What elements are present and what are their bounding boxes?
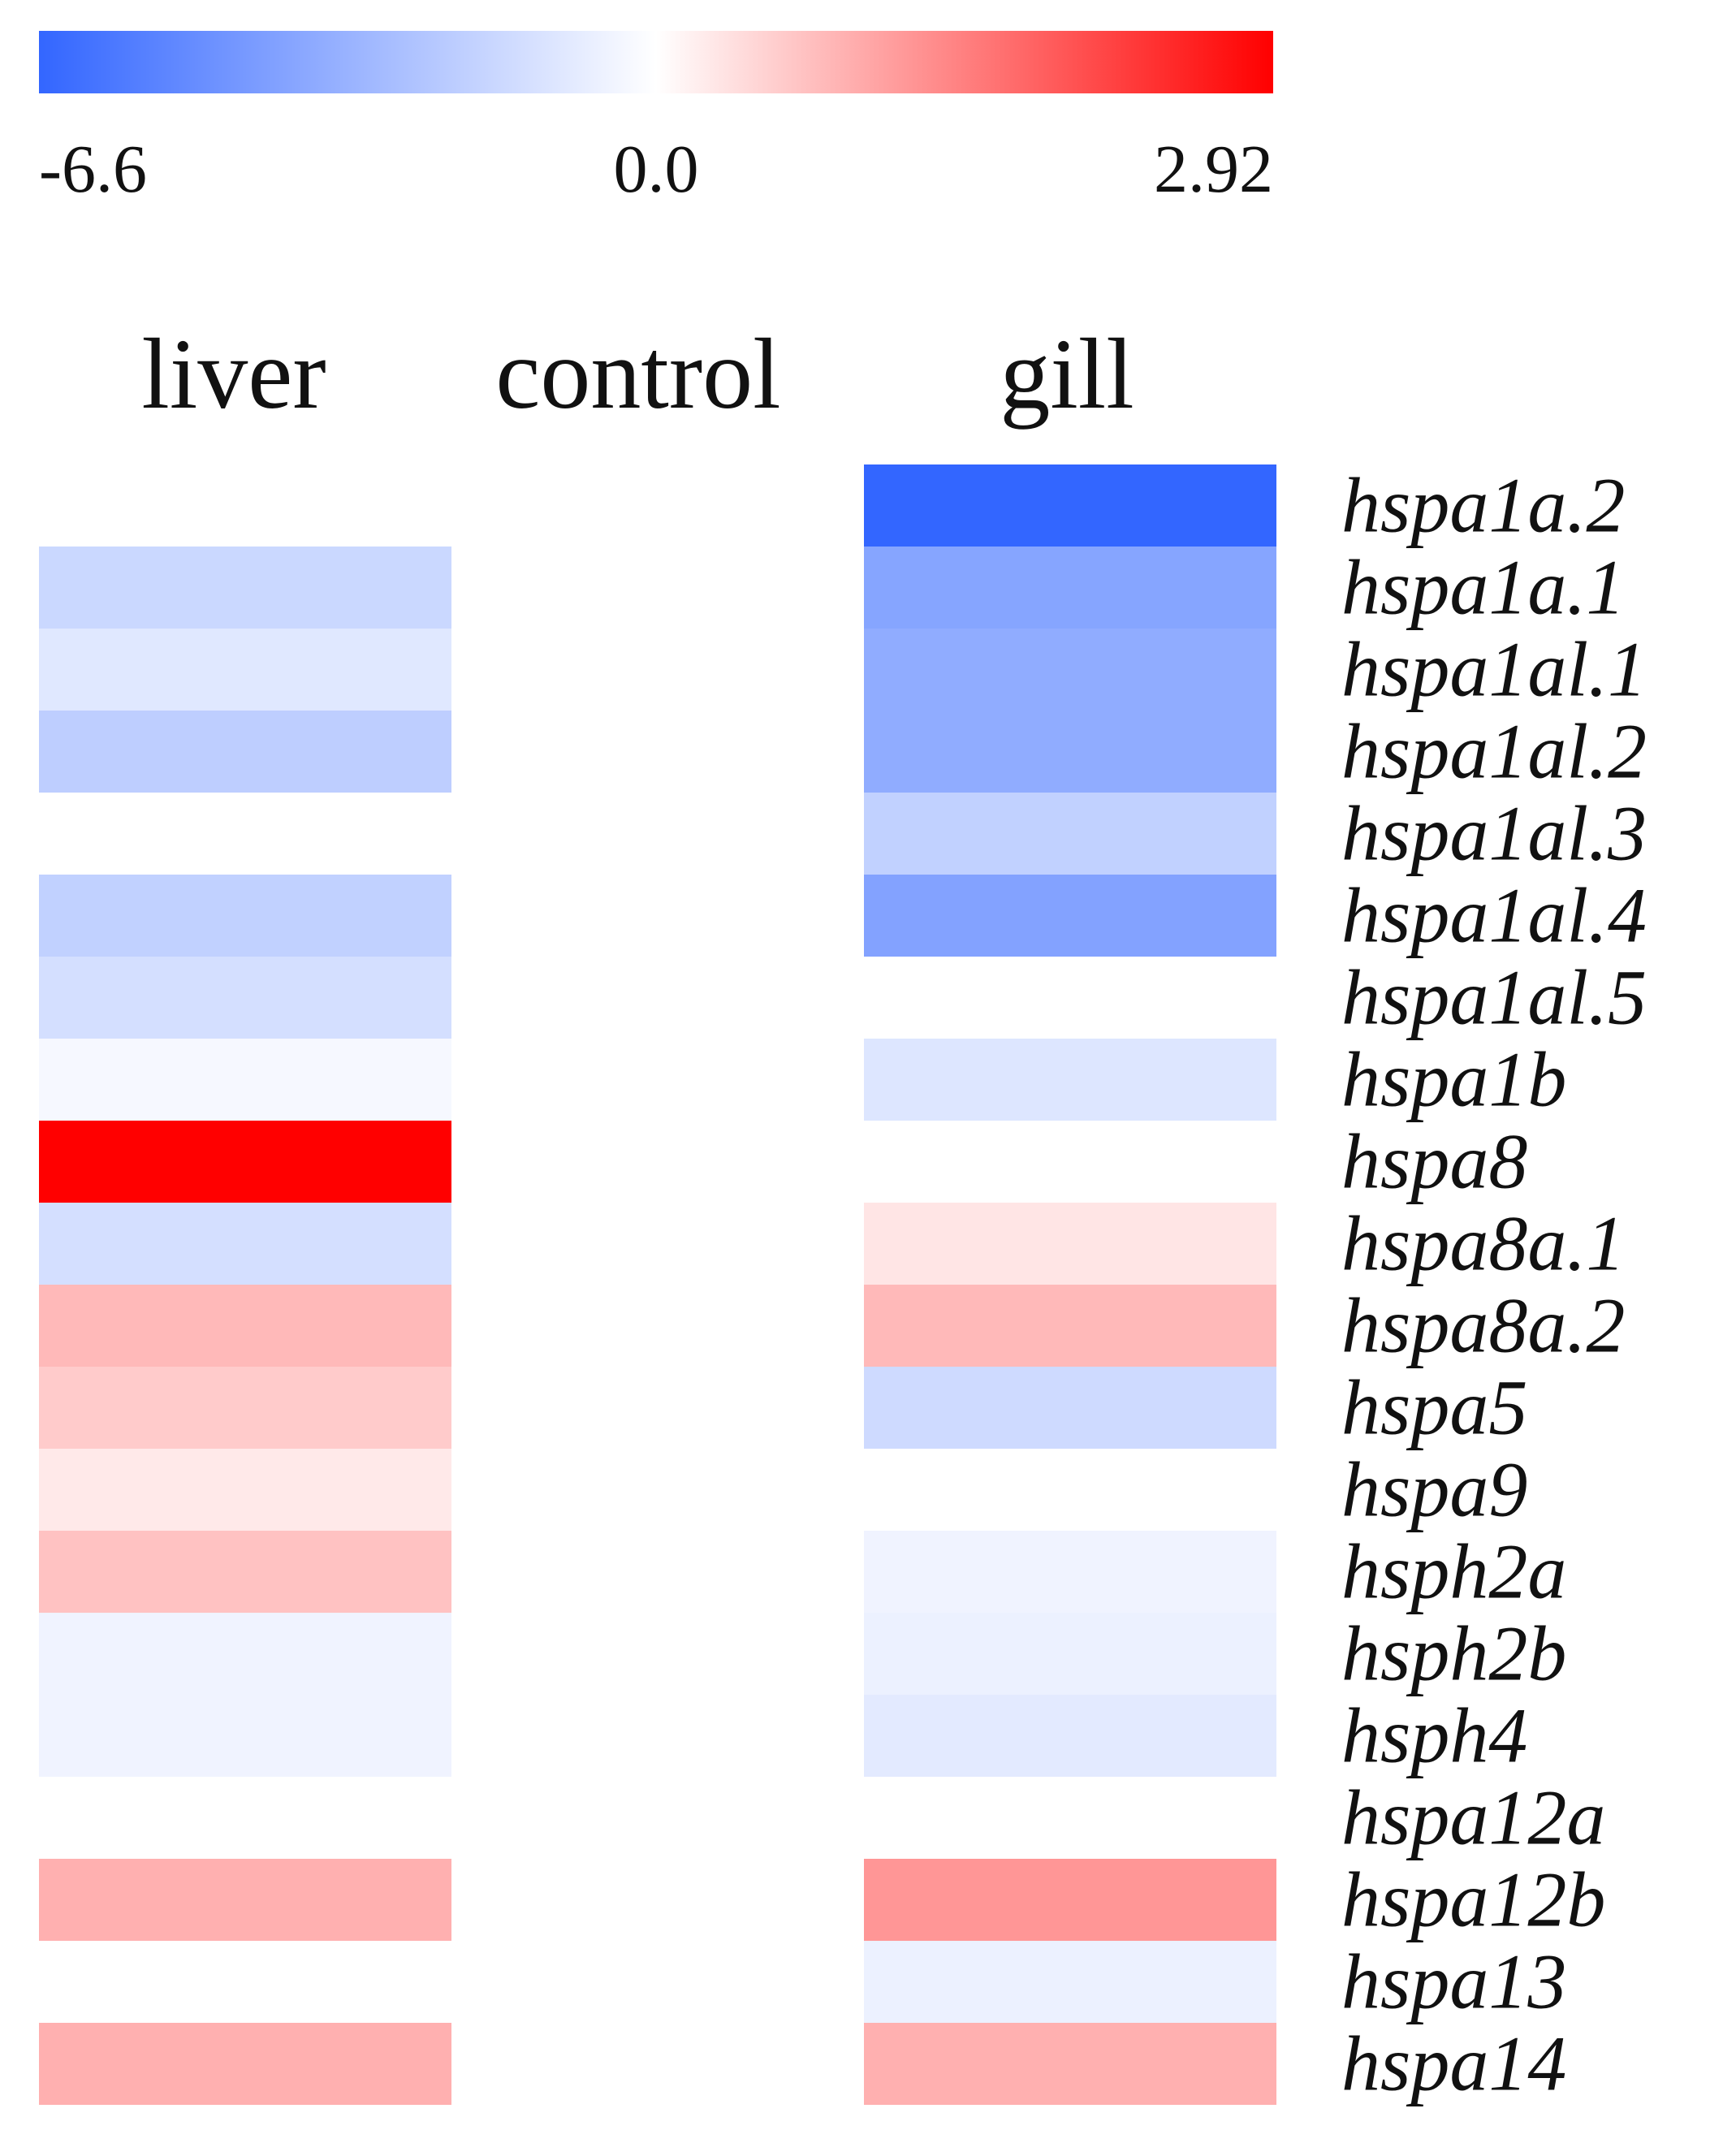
heatmap-cell-hspa14-liver [39,2023,451,2105]
row-label-hspa12a: hspa12a [1341,1774,1605,1861]
heatmap-cell-hspa9-liver [39,1449,451,1531]
heatmap-cells [39,464,1276,2105]
row-label-hspa1b: hspa1b [1341,1036,1566,1123]
heatmap-cell-hspa14-gill [864,2023,1276,2105]
heatmap-cell-hspa1al.4-control [451,875,864,957]
heatmap-cell-hspa8a.1-control [451,1203,864,1285]
heatmap-cell-hspa1al.2-liver [39,711,451,793]
heatmap-cell-hspa12b-liver [39,1859,451,1941]
row-labels: hspa1a.2hspa1a.1hspa1al.1hspa1al.2hspa1a… [1341,462,1647,2107]
row-label-hsph4: hsph4 [1341,1692,1527,1779]
row-label-hspa1a.2: hspa1a.2 [1341,462,1625,549]
row-label-hspa13: hspa13 [1341,1938,1566,2025]
heatmap-cell-hspa1a.2-gill [864,464,1276,547]
heatmap-cell-hsph2a-gill [864,1531,1276,1613]
heatmap-cell-hsph2b-gill [864,1613,1276,1695]
row-label-hsph2b: hsph2b [1341,1610,1566,1697]
heatmap-cell-hspa1al.1-control [451,629,864,711]
heatmap-cell-hspa1al.5-control [451,957,864,1039]
row-label-hspa8a.2: hspa8a.2 [1341,1282,1625,1369]
heatmap-cell-hspa9-gill [864,1449,1276,1531]
heatmap-cell-hspa5-control [451,1367,864,1449]
row-label-hspa1al.3: hspa1al.3 [1341,790,1647,877]
heatmap-cell-hspa13-liver [39,1941,451,2023]
heatmap-cell-hspa8-liver [39,1121,451,1203]
heatmap-cell-hspa8a.1-liver [39,1203,451,1285]
heatmap-cell-hspa8a.1-gill [864,1203,1276,1285]
heatmap-cell-hspa1al.3-control [451,793,864,875]
heatmap-cell-hspa5-liver [39,1367,451,1449]
heatmap-cell-hspa1a.1-gill [864,547,1276,629]
scale-min-label: -6.6 [39,132,147,207]
heatmap-cell-hspa1b-control [451,1039,864,1121]
row-label-hspa8a.1: hspa8a.1 [1341,1200,1625,1287]
column-label-control: control [495,318,780,430]
scale-mid-label: 0.0 [614,132,699,207]
scale-max-label: 2.92 [1154,132,1273,207]
heatmap-cell-hspa13-gill [864,1941,1276,2023]
heatmap-cell-hspa1b-gill [864,1039,1276,1121]
heatmap-cell-hspa1al.4-gill [864,875,1276,957]
column-label-liver: liver [141,318,326,430]
heatmap-cell-hspa14-control [451,2023,864,2105]
heatmap-cell-hspa12b-control [451,1859,864,1941]
heatmap-cell-hspa1al.2-control [451,711,864,793]
heatmap-cell-hspa1al.5-liver [39,957,451,1039]
heatmap-cell-hspa1a.2-liver [39,464,451,547]
heatmap-cell-hspa13-control [451,1941,864,2023]
heatmap-cell-hsph2b-liver [39,1613,451,1695]
heatmap-cell-hspa1b-liver [39,1039,451,1121]
heatmap-cell-hsph2a-control [451,1531,864,1613]
heatmap-cell-hspa12a-gill [864,1777,1276,1859]
heatmap-cell-hspa1a.2-control [451,464,864,547]
heatmap-cell-hspa8a.2-liver [39,1285,451,1367]
row-label-hspa1al.2: hspa1al.2 [1341,708,1647,795]
row-label-hspa1al.1: hspa1al.1 [1341,626,1647,713]
row-label-hspa1al.5: hspa1al.5 [1341,954,1647,1041]
heatmap-cell-hspa12a-liver [39,1777,451,1859]
row-label-hspa5: hspa5 [1341,1364,1527,1451]
heatmap-cell-hspa8-control [451,1121,864,1203]
heatmap-cell-hspa1a.1-control [451,547,864,629]
heatmap-cell-hspa1al.2-gill [864,711,1276,793]
heatmap-cell-hspa1al.5-gill [864,957,1276,1039]
heatmap-cell-hsph4-liver [39,1695,451,1777]
heatmap-cell-hspa5-gill [864,1367,1276,1449]
color-scale-bar [39,31,1273,93]
heatmap-cell-hspa1al.1-liver [39,629,451,711]
column-label-gill: gill [1000,318,1134,430]
heatmap-cell-hspa12a-control [451,1777,864,1859]
heatmap-cell-hspa8a.2-control [451,1285,864,1367]
heatmap-cell-hspa8a.2-gill [864,1285,1276,1367]
heatmap-cell-hsph2b-control [451,1613,864,1695]
row-label-hspa14: hspa14 [1341,2020,1566,2107]
heatmap-cell-hspa1al.3-liver [39,793,451,875]
row-label-hspa1al.4: hspa1al.4 [1341,872,1647,959]
heatmap-cell-hsph4-control [451,1695,864,1777]
row-label-hspa1a.1: hspa1a.1 [1341,544,1625,631]
row-label-hspa9: hspa9 [1341,1446,1527,1533]
row-label-hspa8: hspa8 [1341,1118,1527,1205]
heatmap-cell-hspa1al.3-gill [864,793,1276,875]
row-label-hspa12b: hspa12b [1341,1856,1605,1943]
heatmap-cell-hspa1al.1-gill [864,629,1276,711]
heatmap-cell-hspa8-gill [864,1121,1276,1203]
row-label-hsph2a: hsph2a [1341,1528,1566,1615]
heatmap-cell-hsph4-gill [864,1695,1276,1777]
heatmap-cell-hspa12b-gill [864,1859,1276,1941]
heatmap-cell-hspa1al.4-liver [39,875,451,957]
heatmap-cell-hsph2a-liver [39,1531,451,1613]
heatmap-cell-hspa9-control [451,1449,864,1531]
heatmap-cell-hspa1a.1-liver [39,547,451,629]
